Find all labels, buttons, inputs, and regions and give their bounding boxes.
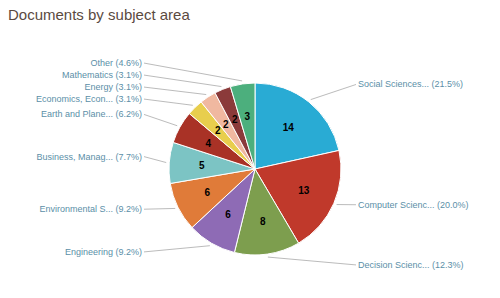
svg-text:3: 3: [245, 111, 251, 122]
svg-text:Engineering (9.2%): Engineering (9.2%): [65, 247, 142, 257]
svg-text:13: 13: [298, 185, 310, 196]
svg-text:2: 2: [223, 119, 229, 130]
svg-text:Computer Scienc... (20.0%): Computer Scienc... (20.0%): [358, 200, 469, 210]
svg-text:4: 4: [206, 138, 212, 149]
svg-text:Energy (3.1%): Energy (3.1%): [84, 82, 142, 92]
svg-text:8: 8: [260, 216, 266, 227]
svg-text:6: 6: [225, 209, 231, 220]
svg-text:Economics, Econ... (3.1%): Economics, Econ... (3.1%): [36, 94, 142, 104]
svg-text:5: 5: [199, 160, 205, 171]
svg-text:Social Sciences... (21.5%): Social Sciences... (21.5%): [358, 79, 463, 89]
svg-text:2: 2: [215, 125, 221, 136]
html-text:Documents by subject area: Documents by subject area: [8, 6, 190, 23]
svg-text:14: 14: [283, 122, 295, 133]
svg-text:Decision Scienc... (12.3%): Decision Scienc... (12.3%): [358, 260, 464, 270]
svg-text:2: 2: [232, 114, 238, 125]
svg-text:Other (4.6%): Other (4.6%): [90, 58, 142, 68]
svg-text:6: 6: [204, 187, 210, 198]
svg-text:Business, Manag... (7.7%): Business, Manag... (7.7%): [36, 152, 142, 162]
svg-text:Mathematics (3.1%): Mathematics (3.1%): [62, 70, 142, 80]
svg-text:Environmental S... (9.2%): Environmental S... (9.2%): [39, 204, 142, 214]
svg-text:Earth and Plane... (6.2%): Earth and Plane... (6.2%): [41, 109, 142, 119]
